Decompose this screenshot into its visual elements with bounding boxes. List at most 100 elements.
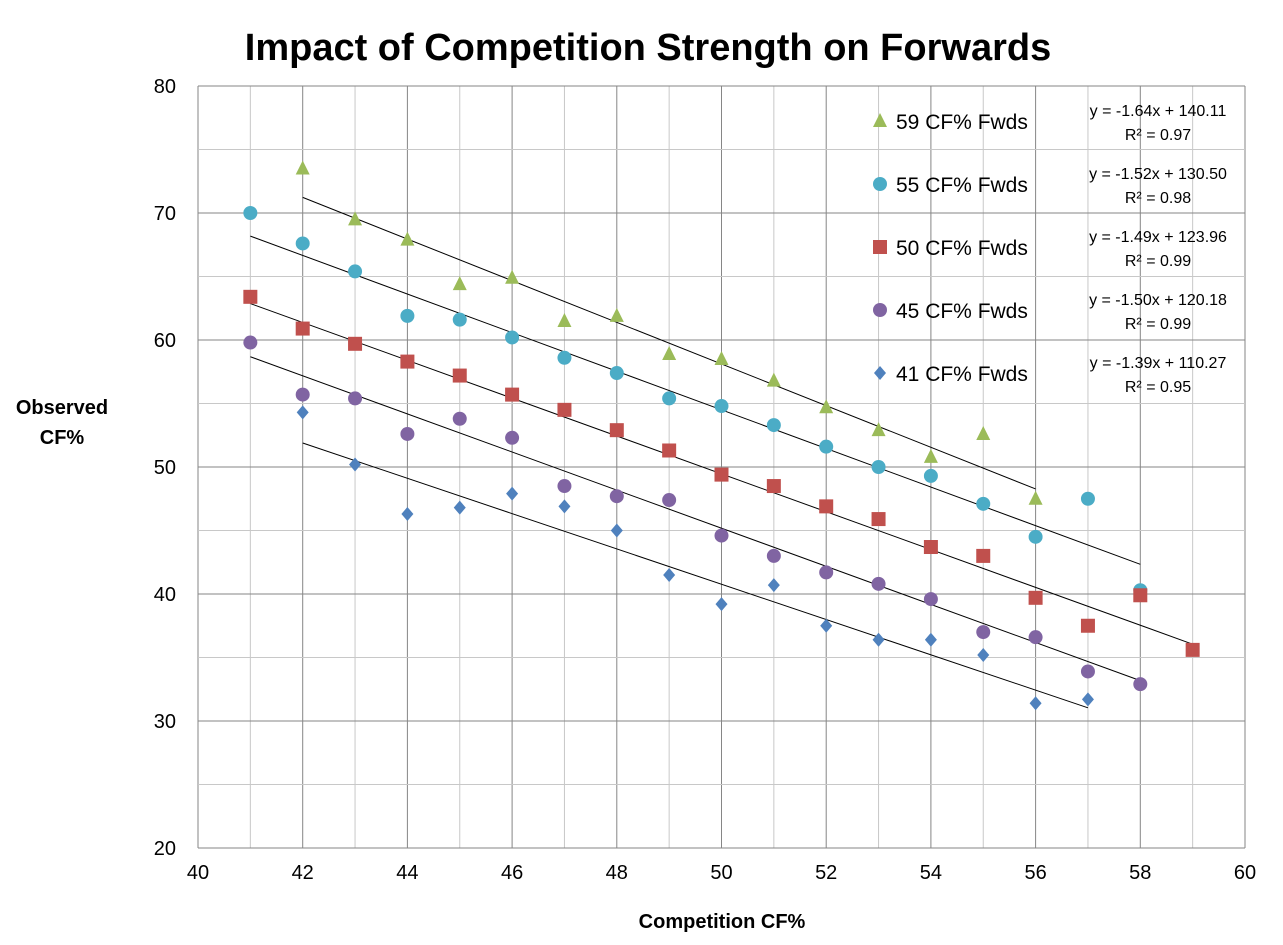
data-point (663, 567, 676, 582)
data-point (976, 496, 991, 511)
data-point (1028, 490, 1043, 505)
data-point (819, 499, 834, 514)
chart-title: Impact of Competition Strength on Forwar… (245, 27, 1051, 69)
data-point (505, 430, 520, 445)
data-point (976, 425, 991, 440)
data-point (348, 391, 363, 406)
y-axis-label-line2: CF% (40, 427, 85, 449)
trendline (302, 442, 1089, 709)
data-point (1080, 618, 1095, 633)
data-point (243, 206, 258, 220)
legend-marker (873, 113, 887, 127)
data-point (348, 336, 363, 351)
trendline (302, 196, 1036, 490)
data-point (662, 345, 677, 360)
data-point (871, 512, 886, 527)
data-point (976, 625, 991, 640)
data-point (295, 321, 310, 336)
data-point (506, 486, 519, 501)
data-point (923, 592, 938, 607)
data-point (400, 426, 415, 441)
data-point (924, 632, 937, 647)
data-point (295, 160, 310, 175)
data-point (452, 411, 467, 426)
x-tick-label: 58 (1129, 862, 1151, 884)
data-point (295, 236, 310, 251)
data-point (662, 391, 677, 406)
data-point (766, 479, 781, 494)
x-tick-label: 50 (710, 862, 732, 884)
x-tick-label: 56 (1024, 862, 1046, 884)
data-point (557, 402, 572, 417)
data-point (452, 368, 467, 383)
data-point (923, 540, 938, 555)
trendline-r-squared: R² = 0.99 (1125, 253, 1191, 270)
trendline-equation: y = -1.52x + 130.50 (1089, 166, 1227, 183)
y-tick-label: 50 (154, 457, 176, 479)
y-tick-label: 30 (154, 711, 176, 733)
data-point (401, 506, 414, 521)
data-point (1080, 491, 1095, 506)
data-point (609, 423, 624, 438)
data-points (243, 160, 1200, 711)
y-tick-label: 40 (154, 584, 176, 606)
data-point (609, 366, 624, 381)
data-point (400, 354, 415, 369)
y-tick-label: 20 (154, 838, 176, 860)
trendline-equation: y = -1.49x + 123.96 (1089, 229, 1227, 246)
data-point (1081, 692, 1094, 707)
data-point (923, 468, 938, 483)
data-point (819, 565, 834, 580)
legend-label: 59 CF% Fwds (896, 111, 1028, 134)
trendline-r-squared: R² = 0.95 (1125, 379, 1191, 396)
data-point (714, 467, 729, 482)
data-point (715, 597, 728, 612)
data-point (871, 460, 886, 474)
data-point (923, 448, 938, 463)
data-point (295, 387, 310, 402)
data-point (819, 399, 834, 414)
legend-label: 50 CF% Fwds (896, 237, 1028, 260)
x-axis-label: Competition CF% (639, 911, 806, 933)
trendline (250, 356, 1141, 682)
data-point (714, 399, 729, 414)
legend-label: 55 CF% Fwds (896, 174, 1028, 197)
data-point (609, 307, 624, 322)
y-axis-label-line1: Observed (16, 397, 108, 419)
x-tick-label: 42 (292, 862, 314, 884)
data-point (558, 499, 571, 514)
trendline-equation: y = -1.64x + 140.11 (1090, 103, 1227, 120)
data-point (1080, 664, 1095, 679)
data-point (714, 351, 729, 366)
data-point (819, 439, 834, 454)
data-point (662, 493, 677, 508)
data-point (348, 264, 363, 279)
data-point (766, 372, 781, 387)
data-point (452, 312, 467, 327)
trendline-r-squared: R² = 0.99 (1125, 316, 1191, 333)
data-point (766, 418, 781, 433)
y-tick-label: 70 (154, 203, 176, 225)
data-point (1028, 529, 1043, 544)
data-point (1133, 677, 1148, 692)
data-point (505, 330, 520, 345)
data-point (1185, 642, 1200, 657)
data-point (609, 489, 624, 504)
data-point (400, 308, 415, 323)
data-point (767, 578, 780, 593)
x-tick-label: 46 (501, 862, 523, 884)
data-point (400, 231, 415, 246)
legend-marker (873, 240, 887, 254)
data-point (348, 211, 363, 226)
data-point (766, 548, 781, 563)
trendline-equation: y = -1.39x + 110.27 (1090, 355, 1227, 372)
trendline-equation: y = -1.50x + 120.18 (1089, 292, 1227, 309)
x-tick-label: 40 (187, 862, 209, 884)
data-point (557, 479, 572, 494)
data-point (557, 312, 572, 327)
data-point (871, 422, 886, 437)
data-point (557, 350, 572, 365)
legend-marker (874, 366, 886, 380)
data-point (296, 405, 309, 420)
